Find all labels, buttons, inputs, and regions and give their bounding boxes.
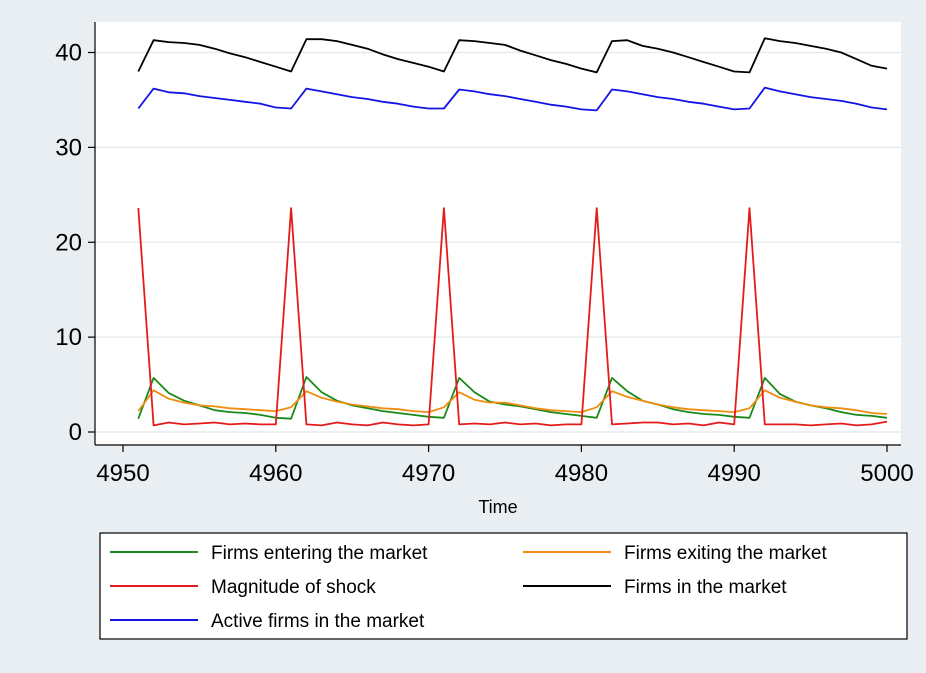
series-lines [137, 37, 888, 427]
y-tick-label: 40 [55, 40, 82, 67]
y-tick-label: 20 [55, 229, 82, 256]
legend-label-4: Firms in the market [624, 577, 787, 598]
series-line-5 [137, 86, 888, 112]
legend-label-5: Active firms in the market [211, 611, 425, 632]
legend: Firms entering the market Firms exiting t… [99, 532, 908, 640]
legend-label-2: Firms exiting the market [624, 543, 827, 564]
plot-area [95, 22, 901, 445]
axes [94, 22, 901, 446]
x-axis-title: Time [478, 497, 517, 517]
y-tick-label: 10 [55, 324, 82, 351]
legend-label-3: Magnitude of shock [211, 577, 376, 598]
x-tick-label: 4990 [708, 460, 761, 487]
gridlines [95, 51, 901, 433]
x-tick-label: 4950 [96, 460, 149, 487]
x-tick-label: 4960 [249, 460, 302, 487]
series-line-3 [137, 207, 888, 427]
legend-label-1: Firms entering the market [211, 543, 428, 564]
y-tick-label: 0 [69, 419, 82, 446]
x-tick-label: 4970 [402, 460, 455, 487]
x-tick-label: 5000 [860, 460, 913, 487]
x-tick-label: 4980 [555, 460, 608, 487]
series-line-4 [137, 37, 888, 74]
tick-labels: 0 10 20 30 40 4950 4960 4970 4980 4990 5000 [55, 40, 913, 488]
y-tick-label: 30 [55, 134, 82, 161]
legend-box [99, 532, 908, 640]
